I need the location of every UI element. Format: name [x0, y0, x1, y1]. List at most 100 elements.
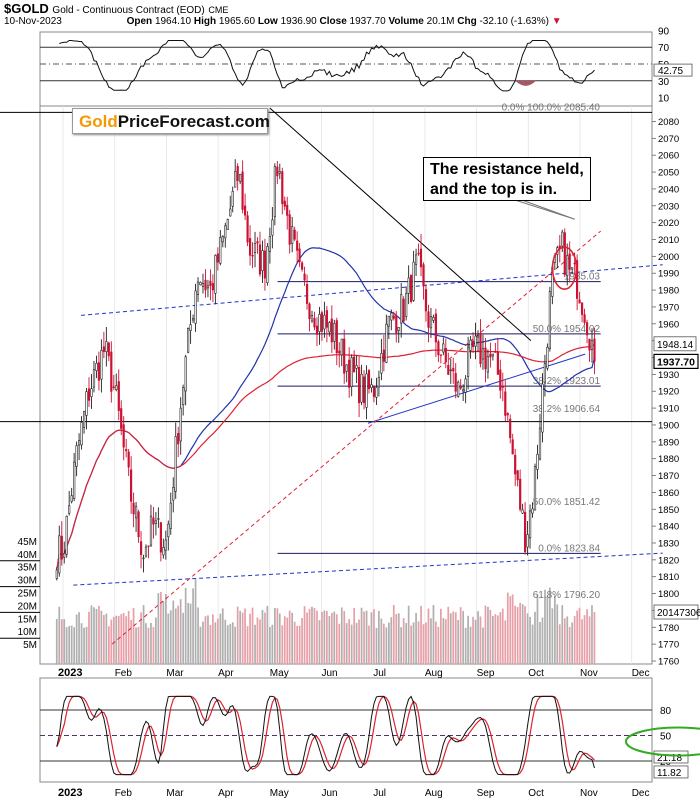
price-tick-label-2010: 2010 — [658, 235, 679, 246]
candle-body — [466, 346, 470, 377]
candle-body — [563, 232, 566, 276]
trendline-declining-resistance — [269, 107, 532, 342]
volume-bar — [150, 622, 152, 664]
candle-body — [281, 171, 284, 205]
candle-body — [340, 338, 343, 356]
volume-bar — [467, 615, 469, 664]
x-tick-label-bottom-Feb: Feb — [115, 788, 133, 799]
candle-body — [167, 523, 170, 538]
volume-bar — [274, 607, 276, 664]
chart-header-title: $GOLD Gold - Continuous Contract (EOD) C… — [4, 1, 228, 16]
candle-body — [330, 318, 333, 343]
volume-tick-label-25: 25M — [18, 589, 37, 600]
volume-bar — [98, 605, 100, 664]
candle-body — [593, 338, 596, 362]
volume-bar — [244, 608, 246, 664]
trendline-blue-support — [367, 353, 586, 424]
candle-body — [177, 432, 180, 445]
volume-bar — [576, 610, 579, 664]
candle-body — [211, 283, 214, 291]
candle-body — [494, 351, 497, 353]
price-tick-label-1890: 1890 — [658, 437, 679, 448]
candle-body — [442, 343, 445, 353]
candle-body — [590, 340, 594, 351]
volume-bar — [494, 614, 497, 664]
volume-tick-label-30: 30M — [18, 576, 37, 587]
volume-bar — [405, 623, 408, 664]
candle-body — [92, 369, 96, 388]
candle-body — [452, 367, 455, 372]
candle-body — [462, 389, 465, 392]
volume-bar — [231, 622, 234, 664]
x-tick-label-May: May — [270, 668, 289, 679]
volume-bar — [454, 612, 457, 664]
volume-label: Volume — [388, 16, 424, 27]
price-tick-label-1870: 1870 — [658, 471, 679, 482]
volume-bar — [444, 619, 447, 664]
candle-body — [140, 541, 143, 555]
red-ma-label-box — [653, 336, 697, 352]
candle-body — [300, 262, 304, 270]
price-tick-label-1840: 1840 — [658, 522, 679, 533]
callout-pointer — [514, 199, 576, 220]
volume-tick-label-10: 10M — [18, 627, 37, 638]
volume-bar — [375, 627, 378, 664]
volume-bar — [328, 616, 331, 664]
volume-bar — [353, 608, 356, 664]
candle-body — [70, 495, 73, 502]
close-label: Close — [319, 16, 347, 27]
price-tick-label-1760: 1760 — [658, 657, 679, 668]
volume-bar — [333, 611, 336, 664]
candle-body — [251, 255, 254, 257]
price-tick-label-1970: 1970 — [658, 302, 679, 313]
price-tick-label-1960: 1960 — [658, 319, 679, 330]
volume-bars — [55, 579, 596, 664]
volume-bar — [234, 626, 237, 664]
x-tick-label-bottom-Mar: Mar — [166, 788, 184, 799]
volume-bar — [521, 604, 524, 664]
volume-bar — [571, 622, 574, 664]
candle-body — [273, 166, 276, 218]
candle-body — [261, 250, 264, 272]
candle-body — [231, 191, 234, 207]
volume-bar — [378, 610, 380, 664]
price-tick-label-1820: 1820 — [658, 555, 679, 566]
price-tick-label-1810: 1810 — [658, 572, 679, 583]
candle-body — [511, 439, 514, 455]
candle-body — [130, 469, 133, 502]
candle-body — [256, 241, 259, 244]
price-tick-label-1920: 1920 — [658, 387, 679, 398]
candle-body — [236, 166, 239, 182]
candle-body — [417, 252, 420, 255]
volume-bar — [368, 625, 370, 664]
price-tick-label-1900: 1900 — [658, 420, 679, 431]
candle-body — [499, 369, 502, 391]
candle-body — [157, 518, 160, 520]
volume-bar — [348, 619, 351, 664]
fib-label-7: 61.8% 1796.20 — [533, 590, 601, 601]
low-value: 1936.90 — [280, 16, 317, 27]
volume-bar — [93, 607, 95, 664]
volume-bar — [546, 595, 549, 664]
volume-bar — [83, 627, 85, 664]
volume-bar — [226, 625, 229, 664]
volume-bar — [551, 608, 554, 664]
price-tick-label-1880: 1880 — [658, 454, 679, 465]
volume-bar — [449, 613, 452, 664]
exchange: CME — [208, 5, 229, 15]
volume-bar — [256, 617, 259, 664]
volume-bar — [383, 623, 385, 664]
candle-body — [523, 511, 527, 553]
volume-bar — [343, 611, 346, 664]
price-tick-label-2040: 2040 — [658, 184, 679, 195]
volume-bar — [269, 627, 271, 664]
candle-body — [469, 339, 472, 351]
volume-bar — [184, 587, 187, 664]
candle-body — [447, 364, 450, 375]
candle-body — [504, 391, 507, 416]
volume-bar — [313, 608, 316, 664]
volume-bar — [482, 627, 484, 664]
volume-bar — [152, 627, 155, 664]
volume-bar — [397, 613, 400, 664]
